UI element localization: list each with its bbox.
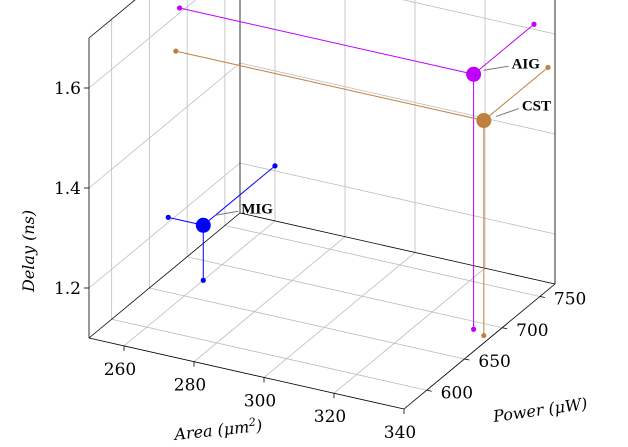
cst-projection-left	[175, 50, 484, 122]
aig-projection-dot	[471, 326, 477, 332]
cst-projection-back	[483, 67, 549, 121]
y-tick-mark	[426, 389, 432, 392]
grid-left-z	[88, 0, 196, 89]
y-axis-title-prefix: Power (	[491, 398, 557, 426]
mig-projection-back	[202, 165, 276, 226]
y-tick-label: 750	[554, 290, 586, 310]
x-tick-label: 340	[384, 423, 416, 443]
mig-point	[195, 217, 211, 233]
y-tick-mark	[539, 296, 545, 298]
cst-projection-dot	[481, 332, 487, 339]
grid-floor-x	[333, 267, 486, 394]
x-axis-title: Area (μm2)	[171, 414, 263, 444]
y-axis-title-unit: μW	[553, 395, 584, 418]
aig-projection-back	[473, 23, 535, 75]
cst-projection-dot	[173, 48, 179, 54]
aig-label-pin	[483, 65, 509, 71]
cst-point	[476, 113, 492, 129]
mig-label: MIG	[241, 201, 273, 217]
mig-label-pin	[215, 210, 239, 216]
aig-label: AIG	[512, 56, 541, 72]
grid-floor-y	[149, 287, 465, 360]
aig-point	[466, 66, 482, 82]
x-axis-title-sup: 2	[247, 415, 256, 429]
x-tick-label: 320	[314, 407, 346, 427]
aig-projection-dot	[531, 21, 537, 27]
z-axis-title-unit: ns	[19, 216, 38, 235]
data-marks: MIG AIG CST	[165, 5, 551, 339]
grid-back-z	[239, 162, 556, 235]
grid-floor-y	[111, 318, 427, 391]
cst-label: CST	[522, 99, 551, 115]
aig-projection-left	[179, 7, 474, 75]
grid-left-z	[88, 62, 241, 189]
z-tick-label: 1.4	[54, 179, 81, 199]
y-tick-label: 700	[516, 321, 548, 341]
x-axis-title-suffix: )	[254, 416, 263, 436]
cst-label-pin	[495, 108, 519, 118]
z-axis-title-prefix: Delay (	[19, 234, 38, 293]
grid-floor-x	[123, 220, 276, 347]
grid-floor-y	[187, 256, 503, 329]
z-tick-label: 1.6	[54, 79, 81, 99]
grid-back-z	[402, 0, 556, 35]
x-axis-title-prefix: Area (	[171, 420, 225, 444]
x-tick-label: 300	[244, 391, 276, 411]
y-tick-label: 600	[441, 383, 473, 403]
grid-floor-x	[193, 236, 346, 362]
y-axis-title-suffix: )	[579, 394, 589, 414]
z-axis-title: Delay (ns)	[19, 210, 38, 293]
cst-projection-dot	[545, 64, 551, 71]
axis-box-edge	[88, 212, 241, 339]
y-tick-label: 650	[478, 352, 510, 372]
grid-layer	[88, 0, 556, 410]
axis-box-edge	[239, 212, 556, 285]
mig-projection-dot	[165, 214, 171, 220]
axis-box	[84, 0, 556, 414]
grid-left-z	[88, 162, 241, 289]
grid-floor-x	[263, 252, 416, 378]
axis-box-edge	[403, 283, 556, 410]
x-axis-title-unit: μm	[223, 417, 250, 439]
axis-box-edge	[88, 337, 405, 410]
y-axis-title: Power (μW)	[491, 394, 589, 426]
axis-box-edge	[88, 0, 136, 39]
grid-back-z	[239, 62, 556, 135]
aig-projection-dot	[177, 5, 183, 11]
z-tick-label: 1.2	[54, 279, 81, 299]
mig-projection-dot	[272, 163, 278, 169]
x-tick-label: 260	[104, 360, 136, 380]
y-tick-mark	[502, 327, 508, 330]
x-tick-label: 280	[174, 376, 206, 396]
z-axis-title-suffix: )	[19, 210, 38, 217]
y-tick-mark	[464, 358, 470, 361]
mig-projection-dot	[200, 277, 206, 283]
grid-floor-y	[224, 225, 540, 297]
